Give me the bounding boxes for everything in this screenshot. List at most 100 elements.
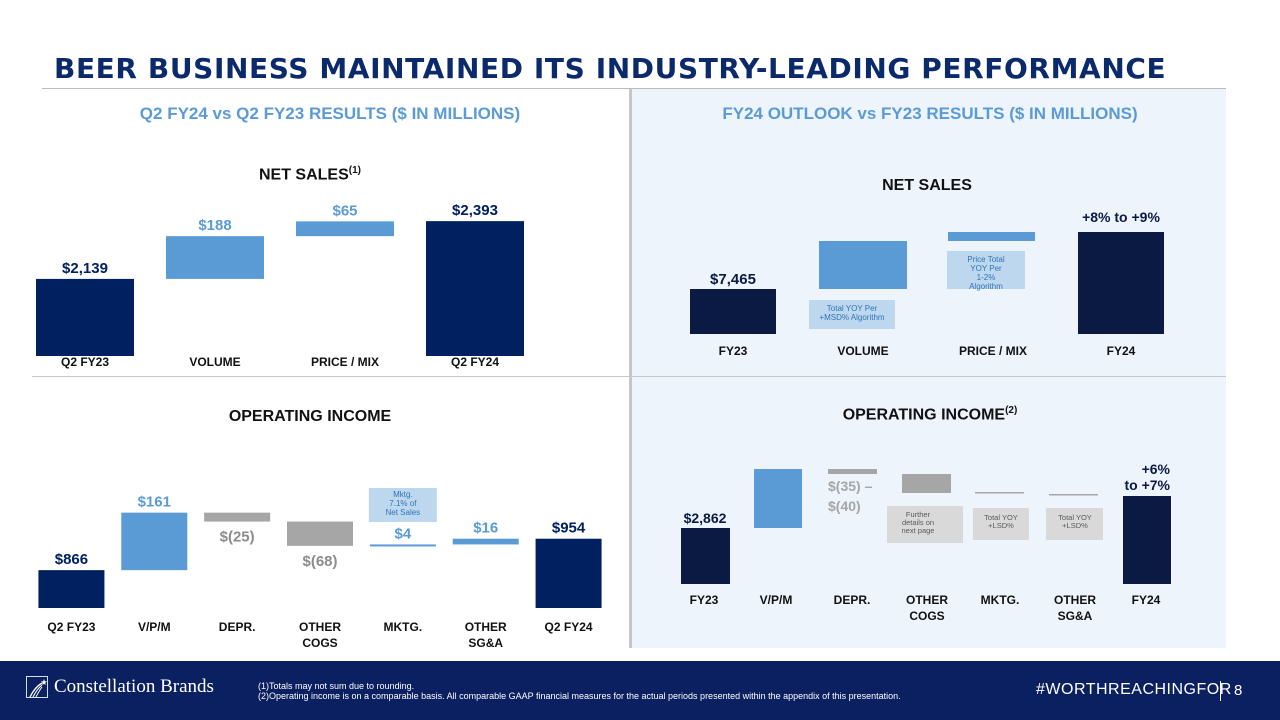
category-label: PRICE / MIX bbox=[311, 355, 379, 369]
chart-title-text: NET SALES bbox=[258, 166, 349, 184]
annotation-text: Further details on next page bbox=[902, 510, 935, 535]
category-label: Q2 FY23 bbox=[47, 620, 95, 634]
bar-mktg- bbox=[369, 544, 436, 547]
data-label: $2,862 bbox=[684, 510, 727, 526]
fy24-outlook-header: FY24 OUTLOOK vs FY23 RESULTS ($ IN MILLI… bbox=[722, 104, 1138, 123]
annotation-box bbox=[973, 508, 1029, 540]
category-label: V/P/M bbox=[138, 620, 171, 634]
bar-v-p-m bbox=[121, 512, 188, 571]
data-label: $2,139 bbox=[62, 260, 108, 277]
data-label: $188 bbox=[198, 217, 231, 234]
page-number-separator bbox=[1220, 681, 1221, 701]
bar-fy24 bbox=[1123, 496, 1171, 584]
category-label: Q2 FY24 bbox=[451, 355, 499, 369]
footnote-2: (2)Operating income is on a comparable b… bbox=[258, 691, 901, 701]
footer-bar: Constellation Brands (1)Totals may not s… bbox=[0, 661, 1280, 720]
category-label: DEPR. bbox=[219, 620, 256, 634]
category-label: OTHER SG&A bbox=[465, 620, 507, 650]
data-label: +6% bbox=[1142, 461, 1171, 477]
bar-mktg bbox=[975, 492, 1024, 494]
annotation-text: Total YOY +LSD% bbox=[1058, 513, 1092, 530]
category-label: DEPR. bbox=[834, 593, 871, 607]
annotation-text: Total YOY +LSD% bbox=[984, 513, 1018, 530]
annotation-box bbox=[809, 300, 895, 329]
category-label: Q2 FY24 bbox=[545, 620, 593, 634]
category-label: VOLUME bbox=[189, 355, 240, 369]
data-label: $2,393 bbox=[452, 202, 498, 219]
bar-depr- bbox=[204, 512, 271, 522]
data-label: $161 bbox=[138, 494, 171, 511]
chart-title-text: OPERATING INCOME bbox=[842, 406, 1006, 424]
annotation-box bbox=[368, 488, 437, 522]
chart-title-text: NET SALES bbox=[882, 177, 972, 194]
category-label: MKTG. bbox=[981, 593, 1020, 607]
bar-q2-fy23 bbox=[38, 570, 105, 608]
category-label: OTHER SG&A bbox=[1054, 593, 1096, 623]
bar-price-mix bbox=[948, 232, 1035, 241]
chart-title-text: OPERATING INCOME bbox=[228, 408, 392, 425]
title-underline bbox=[42, 88, 1226, 89]
category-label: V/P/M bbox=[760, 593, 793, 607]
annotation-text: Price Total YOY Per 1-2% Algorithm bbox=[967, 255, 1004, 291]
annotation-box bbox=[887, 506, 963, 543]
data-label: $954 bbox=[552, 520, 586, 537]
annotation-text: Mktg. 7.1% of Net Sales bbox=[386, 490, 421, 517]
data-label: $16 bbox=[473, 520, 498, 537]
data-label: $4 bbox=[395, 525, 412, 542]
annotation-box bbox=[1046, 508, 1103, 540]
fy24-operating-income-title: OPERATING INCOME(2) bbox=[810, 405, 1050, 424]
category-label: PRICE / MIX bbox=[959, 344, 1027, 358]
bar-volume bbox=[166, 236, 264, 279]
shooting-star-icon bbox=[26, 676, 48, 698]
fy24-net-sales-title: NET SALES bbox=[817, 177, 1037, 195]
page-number: 8 bbox=[1234, 682, 1243, 699]
data-label: $65 bbox=[332, 202, 357, 219]
category-label: VOLUME bbox=[837, 344, 888, 358]
category-label: FY23 bbox=[690, 593, 719, 607]
bar-q2-fy23 bbox=[36, 278, 134, 356]
category-label: FY24 bbox=[1107, 344, 1136, 358]
category-label: Q2 FY23 bbox=[61, 355, 109, 369]
annotation-text: Total YOY Per +MSD% Algorithm bbox=[819, 304, 884, 322]
footnotes: (1)Totals may not sum due to rounding. (… bbox=[258, 681, 901, 701]
bar-other-sg-a bbox=[452, 538, 519, 545]
hashtag: #WORTHREACHINGFOR bbox=[1036, 681, 1232, 698]
brand-logo: Constellation Brands bbox=[26, 676, 214, 698]
category-label: MKTG. bbox=[384, 620, 423, 634]
bar-volume bbox=[819, 241, 907, 289]
bar-price-mix bbox=[296, 221, 394, 237]
bar-depr bbox=[828, 469, 877, 474]
footnote-marker: (1) bbox=[348, 165, 362, 176]
category-label: FY24 bbox=[1132, 593, 1161, 607]
data-label: $7,465 bbox=[710, 271, 756, 288]
slide-title: BEER BUSINESS MAINTAINED ITS INDUSTRY-LE… bbox=[54, 52, 1167, 85]
data-label: +8% to +9% bbox=[1082, 209, 1160, 225]
bar-other-cogs bbox=[287, 521, 353, 546]
bar-q2-fy24 bbox=[426, 221, 524, 356]
annotation-box bbox=[947, 251, 1025, 289]
bar-fy24 bbox=[1078, 232, 1164, 334]
data-label: $(35) – bbox=[828, 478, 873, 494]
footnote-marker: (2) bbox=[1005, 405, 1018, 416]
category-label: FY23 bbox=[719, 344, 748, 358]
bar-other-cogs bbox=[902, 474, 951, 493]
category-label: OTHER COGS bbox=[906, 593, 948, 623]
bar-fy23 bbox=[690, 289, 776, 334]
q2-operating-income-title: OPERATING INCOME bbox=[200, 408, 420, 426]
brand-name: Constellation Brands bbox=[54, 676, 214, 697]
data-label: $866 bbox=[55, 551, 88, 568]
data-label: $(25) bbox=[220, 529, 255, 546]
horizontal-divider bbox=[32, 376, 1226, 377]
data-label: $(40) bbox=[828, 498, 861, 514]
q2-net-sales-title: NET SALES(1) bbox=[200, 165, 420, 184]
footnote-1: (1)Totals may not sum due to rounding. bbox=[258, 681, 415, 691]
data-label: $(68) bbox=[302, 553, 337, 570]
bar-v-p-m bbox=[754, 469, 802, 528]
vertical-divider bbox=[629, 89, 632, 648]
category-label: OTHER COGS bbox=[299, 620, 341, 650]
data-label: to +7% bbox=[1124, 477, 1170, 493]
bar-other-sg-a bbox=[1049, 494, 1098, 496]
q2-results-header: Q2 FY24 vs Q2 FY23 RESULTS ($ IN MILLION… bbox=[139, 104, 521, 123]
